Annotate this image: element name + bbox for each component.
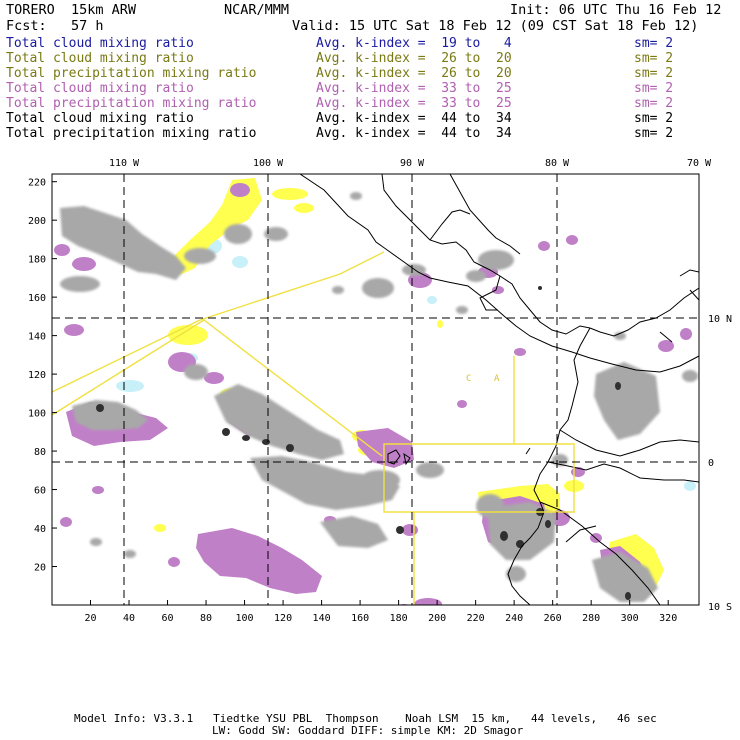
- lon-label-80w: 80 W: [545, 158, 570, 169]
- legend-field-name: Total cloud mixing ratio: [6, 81, 194, 96]
- lat-label-10s: 10 S: [708, 602, 732, 613]
- valid-time: Valid: 15 UTC Sat 18 Feb 12 (09 CST Sat …: [292, 18, 699, 34]
- x-tick-label: 60: [162, 613, 174, 624]
- lon-label-110w: 110 W: [109, 158, 140, 169]
- legend-smoothing: sm= 2: [634, 126, 674, 141]
- y-axis: 20 40 60 80 100 120 140 160 180 200 220: [28, 178, 57, 574]
- legend-k-index: Avg. k-index = 33 to 25: [316, 81, 512, 96]
- legend-field-name: Total precipitation mixing ratio: [6, 96, 257, 111]
- y-tick-label: 120: [28, 370, 46, 381]
- x-tick-label: 240: [505, 613, 523, 624]
- legend-smoothing: sm= 2: [634, 81, 674, 96]
- field-layer: C A: [52, 174, 699, 605]
- y-tick-label: 220: [28, 178, 46, 189]
- model-info-line1: Model Info: V3.3.1 Tiedtke YSU PBL Thomp…: [74, 712, 657, 725]
- x-axis: 20 40 60 80 100 120 140 160 180 200 220 240 260 280 30…: [84, 600, 677, 624]
- x-tick-label: 140: [313, 613, 331, 624]
- legend-field-name: Total precipitation mixing ratio: [6, 66, 257, 81]
- model-title: TORERO 15km ARW: [6, 2, 137, 18]
- x-tick-label: 160: [351, 613, 369, 624]
- forecast-hour: Fcst: 57 h: [6, 18, 104, 34]
- lat-lon-grid: [52, 174, 699, 605]
- x-tick-label: 320: [659, 613, 677, 624]
- x-tick-label: 40: [123, 613, 135, 624]
- x-tick-label: 200: [428, 613, 446, 624]
- legend-k-index: Avg. k-index = 44 to 34: [316, 111, 512, 126]
- x-tick-label: 100: [236, 613, 254, 624]
- x-tick-label: 80: [200, 613, 212, 624]
- y-tick-label: 80: [34, 447, 46, 458]
- legend-k-index: Avg. k-index = 44 to 34: [316, 126, 512, 141]
- lon-label-70w: 70 W: [687, 158, 712, 169]
- legend-field-name: Total cloud mixing ratio: [6, 51, 194, 66]
- y-tick-label: 100: [28, 409, 46, 420]
- legend-k-index: Avg. k-index = 33 to 25: [316, 96, 512, 111]
- lat-label-10n: 10 N: [708, 314, 732, 325]
- y-tick-label: 200: [28, 216, 46, 227]
- lat-label-0: 0: [708, 458, 714, 469]
- legend-k-index: Avg. k-index = 26 to 20: [316, 51, 512, 66]
- region-outlines: [52, 251, 575, 605]
- legend-field-name: Total cloud mixing ratio: [6, 111, 194, 126]
- y-tick-label: 160: [28, 293, 46, 304]
- plot-frame: [51, 173, 700, 606]
- gray-cloud-areas: [60, 192, 698, 602]
- x-tick-label: 220: [467, 613, 485, 624]
- region-label-a: A: [494, 374, 500, 384]
- y-tick-label: 60: [34, 486, 46, 497]
- coastlines: [299, 174, 699, 605]
- x-tick-label: 280: [582, 613, 600, 624]
- legend-smoothing: sm= 2: [634, 66, 674, 81]
- x-tick-label: 260: [544, 613, 562, 624]
- y-tick-label: 20: [34, 563, 46, 574]
- map-panel: C A 20 40 60 80 100 120 140 160 180 200 220 240 260 2…: [28, 158, 732, 624]
- x-tick-label: 180: [390, 613, 408, 624]
- y-tick-label: 140: [28, 332, 46, 343]
- legend-smoothing: sm= 2: [634, 111, 674, 126]
- y-tick-label: 40: [34, 524, 46, 535]
- x-tick-label: 120: [274, 613, 292, 624]
- legend-field-name: Total precipitation mixing ratio: [6, 126, 257, 141]
- y-tick-label: 180: [28, 255, 46, 266]
- organization: NCAR/MMM: [224, 2, 290, 18]
- legend-k-index: Avg. k-index = 19 to 4: [316, 36, 512, 51]
- region-label-c: C: [466, 374, 471, 384]
- legend-smoothing: sm= 2: [634, 51, 674, 66]
- legend-smoothing: sm= 2: [634, 36, 674, 51]
- legend-smoothing: sm= 2: [634, 96, 674, 111]
- lon-label-100w: 100 W: [253, 158, 284, 169]
- x-tick-label: 20: [84, 613, 96, 624]
- legend-field-name: Total cloud mixing ratio: [6, 36, 194, 51]
- x-tick-label: 300: [621, 613, 639, 624]
- lon-label-90w: 90 W: [400, 158, 425, 169]
- init-time: Init: 06 UTC Thu 16 Feb 12: [510, 2, 722, 18]
- model-info-line2: LW: Godd SW: Goddard DIFF: simple KM: 2D…: [212, 724, 524, 737]
- dark-core-cells: [96, 286, 631, 600]
- legend-k-index: Avg. k-index = 26 to 20: [316, 66, 512, 81]
